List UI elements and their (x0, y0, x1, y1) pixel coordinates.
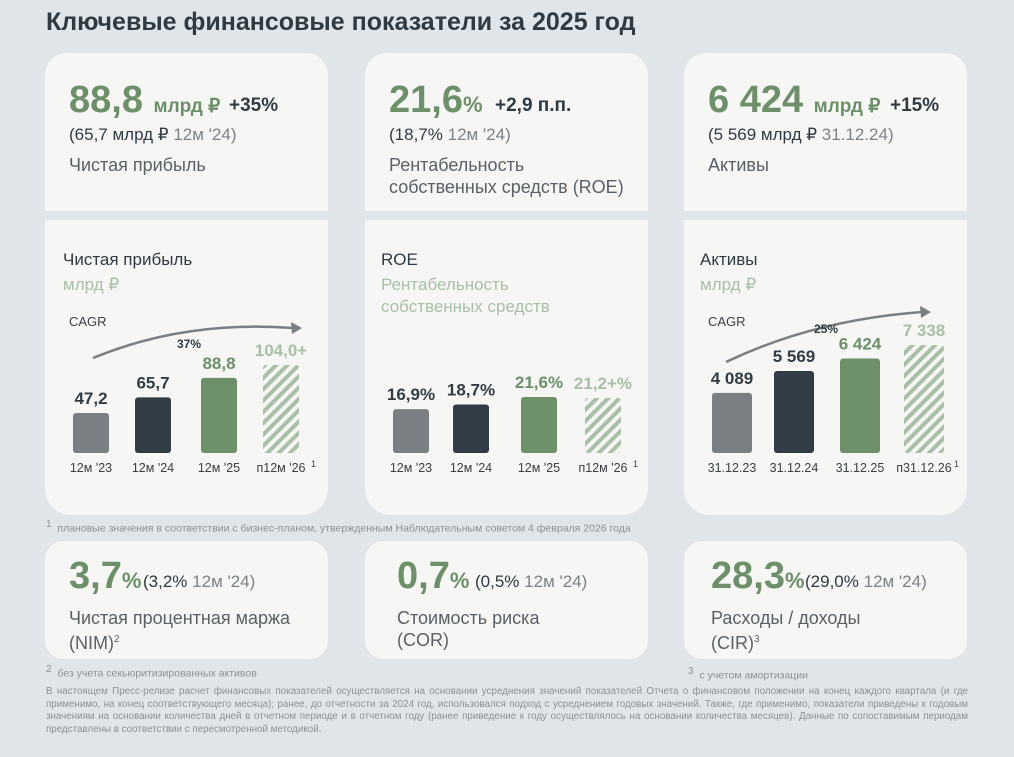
kpi-value: 21,6% (389, 79, 483, 121)
kpi-previous: (5 569 млрд ₽ 31.12.24) (708, 125, 894, 144)
cagr-label: CAGR (69, 314, 107, 329)
kpi-value: 88,8 млрд ₽ (69, 79, 221, 121)
kpi-label: Стоимость риска (COR) (397, 608, 540, 650)
kpi-card-cor: 0,7% (0,5% 12м '24) Стоимость риска (COR) (365, 541, 648, 659)
kpi-card-cir: 28,3% (29,0% 12м '24) Расходы / доходы (C… (684, 541, 967, 659)
kpi-value: 6 424 млрд ₽ (708, 79, 881, 121)
bar-0 (393, 409, 429, 453)
chart-subtitle: млрд ₽ (700, 275, 757, 294)
chart-subtitle: Рентабельность собственных средств (381, 275, 550, 316)
bar-value-label: 21,6% (515, 373, 563, 392)
bar-value-label: 65,7 (136, 373, 169, 392)
footnote-3: 3 с учетом амортизации (688, 666, 809, 682)
kpi-delta: +35% (229, 95, 279, 116)
chart-title: Чистая прибыль (63, 250, 193, 269)
bar-3 (904, 345, 944, 453)
bar-value-label: 5 569 (773, 347, 816, 366)
footnote-mark: 1 (633, 459, 638, 469)
category-label: 31.12.23 (708, 461, 757, 475)
footnote-mark: 1 (954, 459, 959, 469)
category-label: 31.12.24 (770, 461, 819, 475)
kpi-value: 3,7% (69, 555, 142, 597)
bar-0 (73, 413, 109, 453)
bar-value-label: 18,7% (447, 381, 495, 400)
kpi-label: Активы (708, 155, 769, 175)
chart-card-roe: ROE Рентабельность собственных средств 16… (365, 220, 648, 515)
chart-subtitle: млрд ₽ (63, 275, 120, 294)
bar-1 (453, 404, 489, 453)
chart-card-net-profit: Чистая прибыль млрд ₽ CAGR 47,2 12м '23 65… (45, 220, 328, 515)
page-title: Ключевые финансовые показатели за 2025 г… (46, 8, 636, 36)
footnote-2: 2 без учета секьюритизированных активов (46, 664, 257, 680)
kpi-previous: (29,0% 12м '24) (805, 572, 927, 591)
bar-value-label: 6 424 (839, 334, 882, 353)
cagr-arrowhead (920, 306, 931, 318)
kpi-delta: +2,9 п.п. (495, 95, 572, 116)
category-label: 12м '23 (70, 461, 112, 475)
kpi-previous: (3,2% 12м '24) (143, 572, 256, 591)
category-label: 12м '24 (450, 461, 492, 475)
bar-2 (521, 397, 557, 453)
bar-3 (263, 365, 299, 453)
category-label: 12м '25 (518, 461, 560, 475)
kpi-label: Чистая процентная маржа (NIM)2 (69, 608, 291, 653)
cagr-value: 37% (177, 337, 201, 351)
category-label: п12м '26 (578, 461, 627, 475)
bar-2 (201, 377, 237, 453)
bar-3 (585, 398, 621, 453)
footnote-mark: 1 (311, 459, 316, 469)
kpi-label: Расходы / доходы (CIR)3 (711, 608, 861, 653)
cagr-arrow (92, 325, 294, 360)
category-label: 12м '23 (390, 461, 432, 475)
kpi-previous: (0,5% 12м '24) (475, 572, 588, 591)
bar-value-label: 16,9% (387, 385, 435, 404)
cagr-label: CAGR (708, 314, 746, 329)
cagr-arrow (725, 310, 923, 364)
kpi-card-assets: 6 424 млрд ₽ +15% (5 569 млрд ₽ 31.12.24… (684, 53, 967, 211)
bar-value-label: 47,2 (74, 389, 107, 408)
category-label: 12м '24 (132, 461, 174, 475)
assets-bar-chart: 4 089 31.12.23 5 569 31.12.24 6 424 31.12.25 7… (708, 306, 959, 475)
category-label: п12м '26 (256, 461, 305, 475)
kpi-value: 0,7% (397, 555, 470, 597)
bar-value-label: 21,2+% (574, 374, 632, 393)
bar-1 (774, 371, 814, 453)
category-label: 31.12.25 (836, 461, 885, 475)
kpi-label: Чистая прибыль (69, 155, 206, 175)
roe-bar-chart: 16,9% 12м '23 18,7% 12м '24 21,6% 12м '25 21,2… (387, 373, 638, 475)
bar-2 (840, 358, 880, 453)
bar-value-label: 104,0+ (255, 341, 308, 360)
kpi-card-nim: 3,7% (3,2% 12м '24) Чистая процентная ма… (45, 541, 328, 659)
kpi-card-roe: 21,6% +2,9 п.п. (18,7% 12м '24) Рентабел… (365, 53, 648, 211)
net-profit-bar-chart: 47,2 12м '23 65,7 12м '24 88,8 12м '25 104,0+ п… (70, 322, 316, 475)
bar-value-label: 7 338 (903, 321, 946, 340)
footnote-1: 1 плановые значения в соответствии с биз… (46, 519, 631, 535)
disclaimer: В настоящем Пресс-релизе расчет финансов… (46, 686, 968, 735)
kpi-value: 28,3% (711, 555, 805, 597)
bar-1 (135, 397, 171, 453)
kpi-delta: +15% (890, 95, 940, 116)
kpi-card-net-profit: 88,8 млрд ₽ +35% (65,7 млрд ₽ 12м '24) Ч… (45, 53, 328, 211)
cagr-value: 25% (814, 322, 838, 336)
chart-title: ROE (381, 250, 418, 269)
bar-value-label: 88,8 (202, 354, 235, 373)
chart-title: Активы (700, 250, 758, 269)
bar-0 (712, 392, 752, 453)
kpi-previous: (18,7% 12м '24) (389, 125, 511, 144)
chart-card-assets: Активы млрд ₽ CAGR 4 089 31.12.23 5 569 31.… (684, 220, 967, 515)
bar-value-label: 4 089 (711, 369, 754, 388)
category-label: 12м '25 (198, 461, 240, 475)
kpi-label: Рентабельность собственных средств (ROE) (389, 155, 624, 197)
cagr-arrowhead (291, 322, 302, 334)
kpi-previous: (65,7 млрд ₽ 12м '24) (69, 125, 237, 144)
category-label: п31.12.26 (896, 461, 951, 475)
